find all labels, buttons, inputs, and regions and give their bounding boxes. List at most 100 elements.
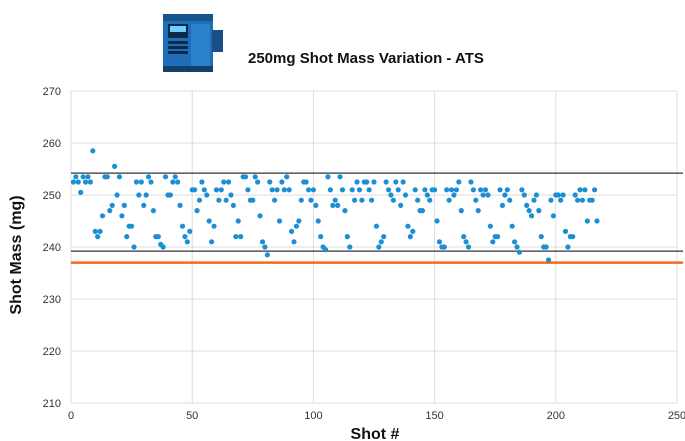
- data-point: [182, 234, 188, 240]
- data-point: [516, 249, 523, 255]
- data-point: [269, 187, 275, 193]
- data-point: [521, 192, 527, 198]
- data-point: [572, 192, 578, 198]
- data-point: [327, 187, 333, 193]
- data-point: [213, 187, 220, 193]
- data-point: [90, 148, 96, 154]
- data-point: [511, 239, 518, 245]
- data-point: [116, 174, 123, 180]
- y-tick-label: 220: [43, 346, 61, 358]
- data-point: [364, 179, 370, 185]
- data-point: [143, 192, 149, 198]
- data-point: [458, 208, 464, 214]
- data-point: [129, 223, 135, 229]
- data-point: [264, 252, 270, 258]
- data-point: [490, 239, 496, 245]
- data-point: [415, 197, 421, 203]
- data-point: [519, 187, 525, 193]
- data-point: [545, 257, 552, 263]
- data-point: [434, 218, 440, 224]
- data-point: [124, 234, 130, 240]
- data-point: [378, 239, 384, 245]
- data-point: [121, 202, 127, 208]
- data-point: [405, 223, 411, 229]
- data-point: [555, 192, 561, 198]
- data-point: [170, 179, 176, 185]
- data-point: [461, 234, 467, 240]
- data-point: [104, 174, 110, 180]
- data-point: [528, 213, 535, 219]
- data-point: [73, 174, 79, 180]
- data-point: [359, 197, 365, 203]
- data-point: [80, 174, 86, 180]
- data-point: [114, 192, 120, 198]
- data-point: [318, 234, 324, 240]
- data-point: [325, 174, 331, 180]
- x-tick-label: 50: [186, 410, 198, 422]
- data-point: [201, 187, 207, 193]
- data-point: [322, 247, 329, 253]
- data-point: [160, 244, 166, 250]
- data-point: [436, 239, 443, 245]
- data-point: [230, 202, 237, 208]
- data-point: [305, 187, 312, 193]
- data-point: [349, 187, 355, 193]
- data-point: [589, 197, 595, 203]
- data-point: [136, 192, 142, 198]
- data-point: [242, 174, 249, 180]
- y-axis-label: Shot Mass (mg): [8, 195, 25, 314]
- data-point: [356, 187, 363, 193]
- data-point: [70, 179, 77, 185]
- data-point: [468, 179, 474, 185]
- y-tick-label: 250: [43, 190, 61, 202]
- data-point: [376, 244, 382, 250]
- data-point: [579, 197, 586, 203]
- data-point: [478, 187, 484, 193]
- data-point: [138, 179, 144, 185]
- data-point: [204, 192, 210, 198]
- data-point: [344, 234, 350, 240]
- data-point: [262, 244, 268, 250]
- data-point: [550, 213, 556, 219]
- x-axis-ticks: 0 50 100 150 200 250: [68, 410, 685, 422]
- data-point: [221, 179, 227, 185]
- data-point: [368, 197, 375, 203]
- data-point: [502, 192, 508, 198]
- data-point: [427, 197, 433, 203]
- data-point: [279, 179, 285, 185]
- data-point: [509, 223, 515, 229]
- data-point: [536, 208, 542, 214]
- data-point: [192, 187, 198, 193]
- data-point: [233, 234, 239, 240]
- data-point: [288, 228, 295, 234]
- data-point: [330, 202, 336, 208]
- data-point: [223, 197, 229, 203]
- data-point: [238, 234, 244, 240]
- data-point: [218, 187, 224, 193]
- data-point: [402, 192, 409, 198]
- data-point: [109, 202, 115, 208]
- data-point: [562, 228, 569, 234]
- y-tick-label: 230: [43, 294, 61, 306]
- data-point: [565, 244, 571, 250]
- data-point: [150, 208, 157, 214]
- data-point: [281, 187, 287, 193]
- data-point: [216, 197, 222, 203]
- data-point: [99, 213, 106, 219]
- data-point: [211, 223, 217, 229]
- data-point: [371, 179, 377, 185]
- data-point: [383, 179, 389, 185]
- data-point: [75, 179, 81, 185]
- x-tick-label: 250: [668, 410, 685, 422]
- data-point: [175, 179, 181, 185]
- data-point: [82, 179, 89, 185]
- data-point: [274, 187, 280, 193]
- data-point: [407, 234, 413, 240]
- data-point: [335, 202, 341, 208]
- data-point: [257, 213, 263, 219]
- data-point: [366, 187, 372, 193]
- data-point: [352, 197, 358, 203]
- data-point: [167, 192, 173, 198]
- data-point: [422, 187, 428, 193]
- data-point: [410, 228, 416, 234]
